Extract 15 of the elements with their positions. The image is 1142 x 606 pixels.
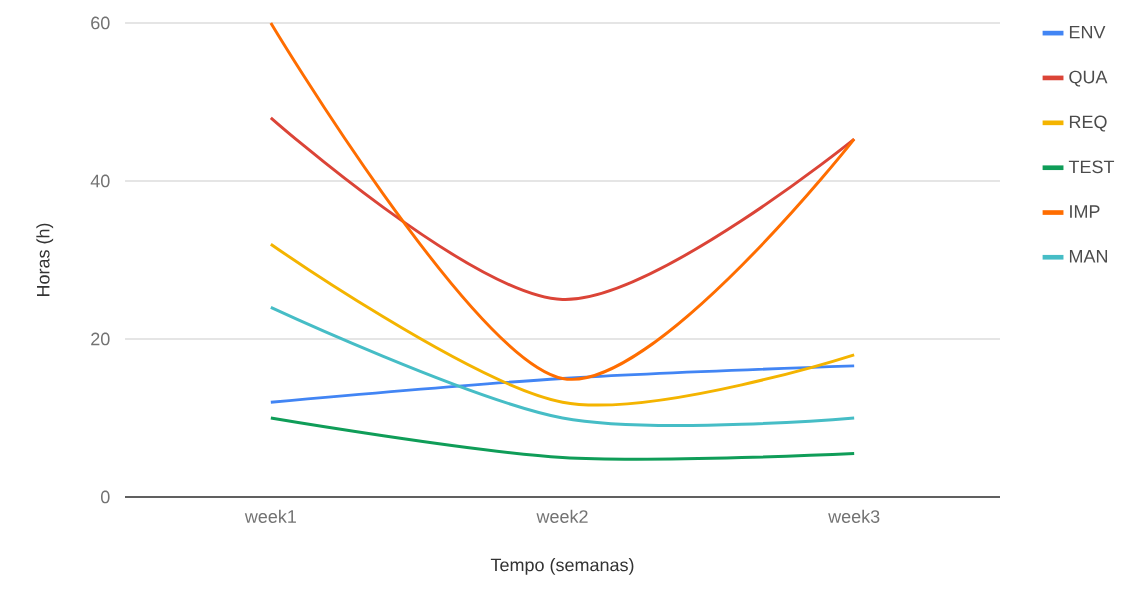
y-axis-title: Horas (h): [36, 223, 54, 297]
legend-label: QUA: [1069, 70, 1108, 87]
y-tick-label: 40: [90, 174, 110, 188]
legend-label: MAN: [1069, 250, 1108, 263]
x-tick-label: week1: [244, 509, 296, 523]
y-tick-label: 0: [101, 490, 110, 504]
legend-label: REQ: [1069, 115, 1107, 132]
x-axis-title: Tempo (semanas): [490, 558, 634, 575]
legend-label: ENV: [1069, 25, 1106, 39]
x-tick-label: week3: [828, 509, 880, 523]
legend-label: TEST: [1068, 160, 1115, 174]
y-tick-label: 60: [91, 16, 110, 30]
y-tick-label: 20: [91, 332, 110, 346]
legend-label: IMP: [1070, 205, 1100, 218]
x-tick-label: week2: [536, 509, 588, 523]
